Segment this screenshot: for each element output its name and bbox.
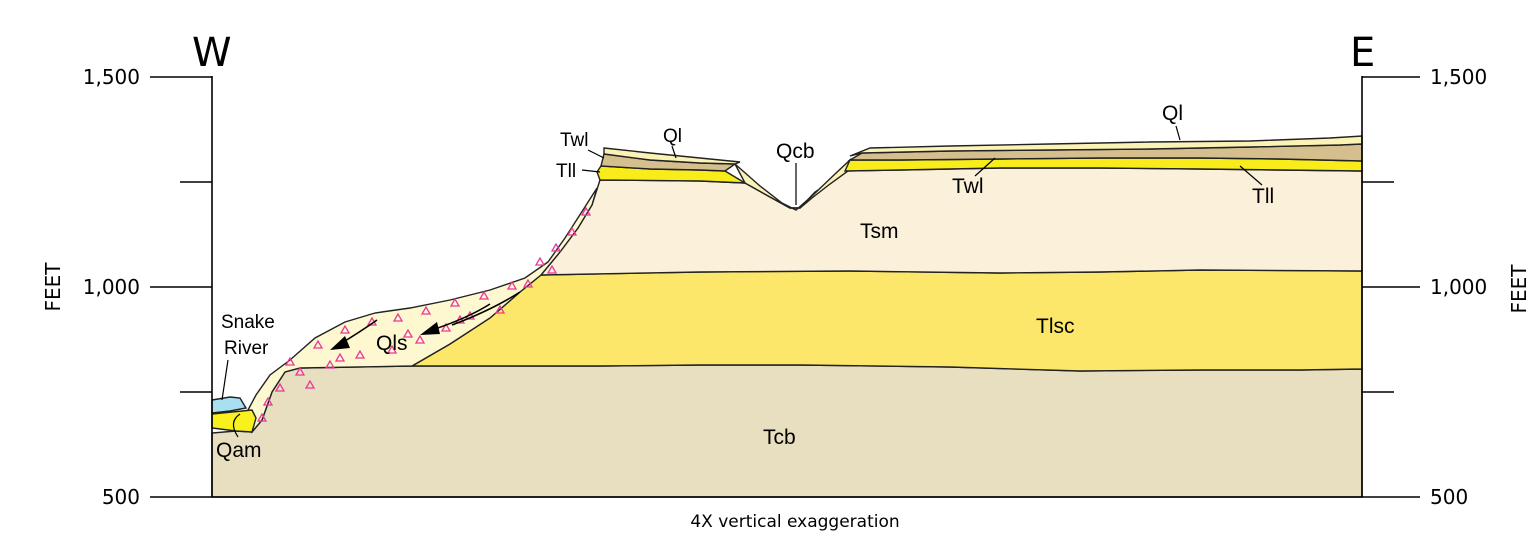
leader-ql-east [1175,125,1181,141]
unit-tlsc [409,269,1363,372]
label-twl-west: Twl [560,130,589,151]
qls-triangle [414,334,426,344]
qls-triangle [494,304,506,314]
leader-lines [221,125,1263,438]
qls-triangle [550,242,562,252]
right-tick-label-1000: 1,000 [1430,275,1487,299]
leader-qam [232,413,241,438]
unit-qls [247,187,598,434]
leader-twl-east [974,157,996,177]
qls-triangle [274,382,286,392]
leader-tll-east [1239,165,1263,186]
qls-triangle [522,278,534,288]
label-tll-east: Tll [1252,185,1274,208]
qls-triangle [304,379,316,389]
left-axis-unit-label: FEET [41,262,65,312]
qls-triangle [386,344,398,354]
qls-triangle [354,349,366,359]
qls-triangle-pattern [256,206,592,422]
qls-triangle [440,322,452,332]
qls-triangle [534,256,546,266]
qls-triangle [478,290,490,300]
qls-triangle [256,412,268,422]
label-ql-west: Ql [663,126,682,147]
qls-triangle [546,264,558,274]
right-tick-label-1500: 1,500 [1430,65,1487,89]
qls-triangle [339,324,351,334]
left-tick-label-500: 500 [102,485,140,509]
left-tick-label-1000: 1,000 [83,275,140,299]
label-tll-west: Tll [556,161,576,182]
label-snake-river-line1: Snake [221,312,275,333]
right-axis-ticks [1362,76,1420,393]
leader-ql-west [671,145,677,159]
landslide-arrowhead-1 [330,336,350,350]
qls-triangle [392,312,404,322]
leader-snake-river [221,359,229,401]
vertical-exaggeration-caption: 4X vertical exaggeration [690,512,899,532]
leader-tll-west [581,169,601,173]
west-label: W [192,30,232,76]
qls-triangle [334,352,346,362]
landslide-arrowhead-2 [420,322,440,335]
landslide-arrow-3 [451,291,521,326]
label-tcb: Tcb [763,426,796,449]
qls-triangle [284,356,296,366]
qls-triangle [506,280,518,290]
unit-ql-west [603,147,741,165]
qls-triangle [566,226,578,236]
label-twl-east: Twl [952,175,984,198]
left-axis-ticks [150,76,212,393]
right-tick-label-500: 500 [1430,485,1468,509]
label-tlsc: Tlsc [1036,315,1075,338]
label-tsm: Tsm [860,220,899,243]
qls-triangle [324,359,336,369]
left-tick-label-1500: 1,500 [83,65,140,89]
label-qcb: Qcb [776,140,815,163]
east-label: E [1350,30,1375,76]
qls-triangle [580,206,592,216]
label-qam: Qam [216,439,262,462]
qls-triangle [262,396,274,406]
qls-triangle [312,339,324,349]
qls-triangle [420,305,432,315]
leader-twl-west [587,149,605,159]
label-qls: Qls [376,332,408,355]
qls-triangle [449,297,461,307]
right-axis-unit-label: FEET [1507,264,1531,314]
qls-triangle [294,366,306,376]
label-ql-east: Ql [1162,102,1183,125]
label-snake-river-line2: River [224,338,269,359]
qls-triangle [402,328,414,338]
